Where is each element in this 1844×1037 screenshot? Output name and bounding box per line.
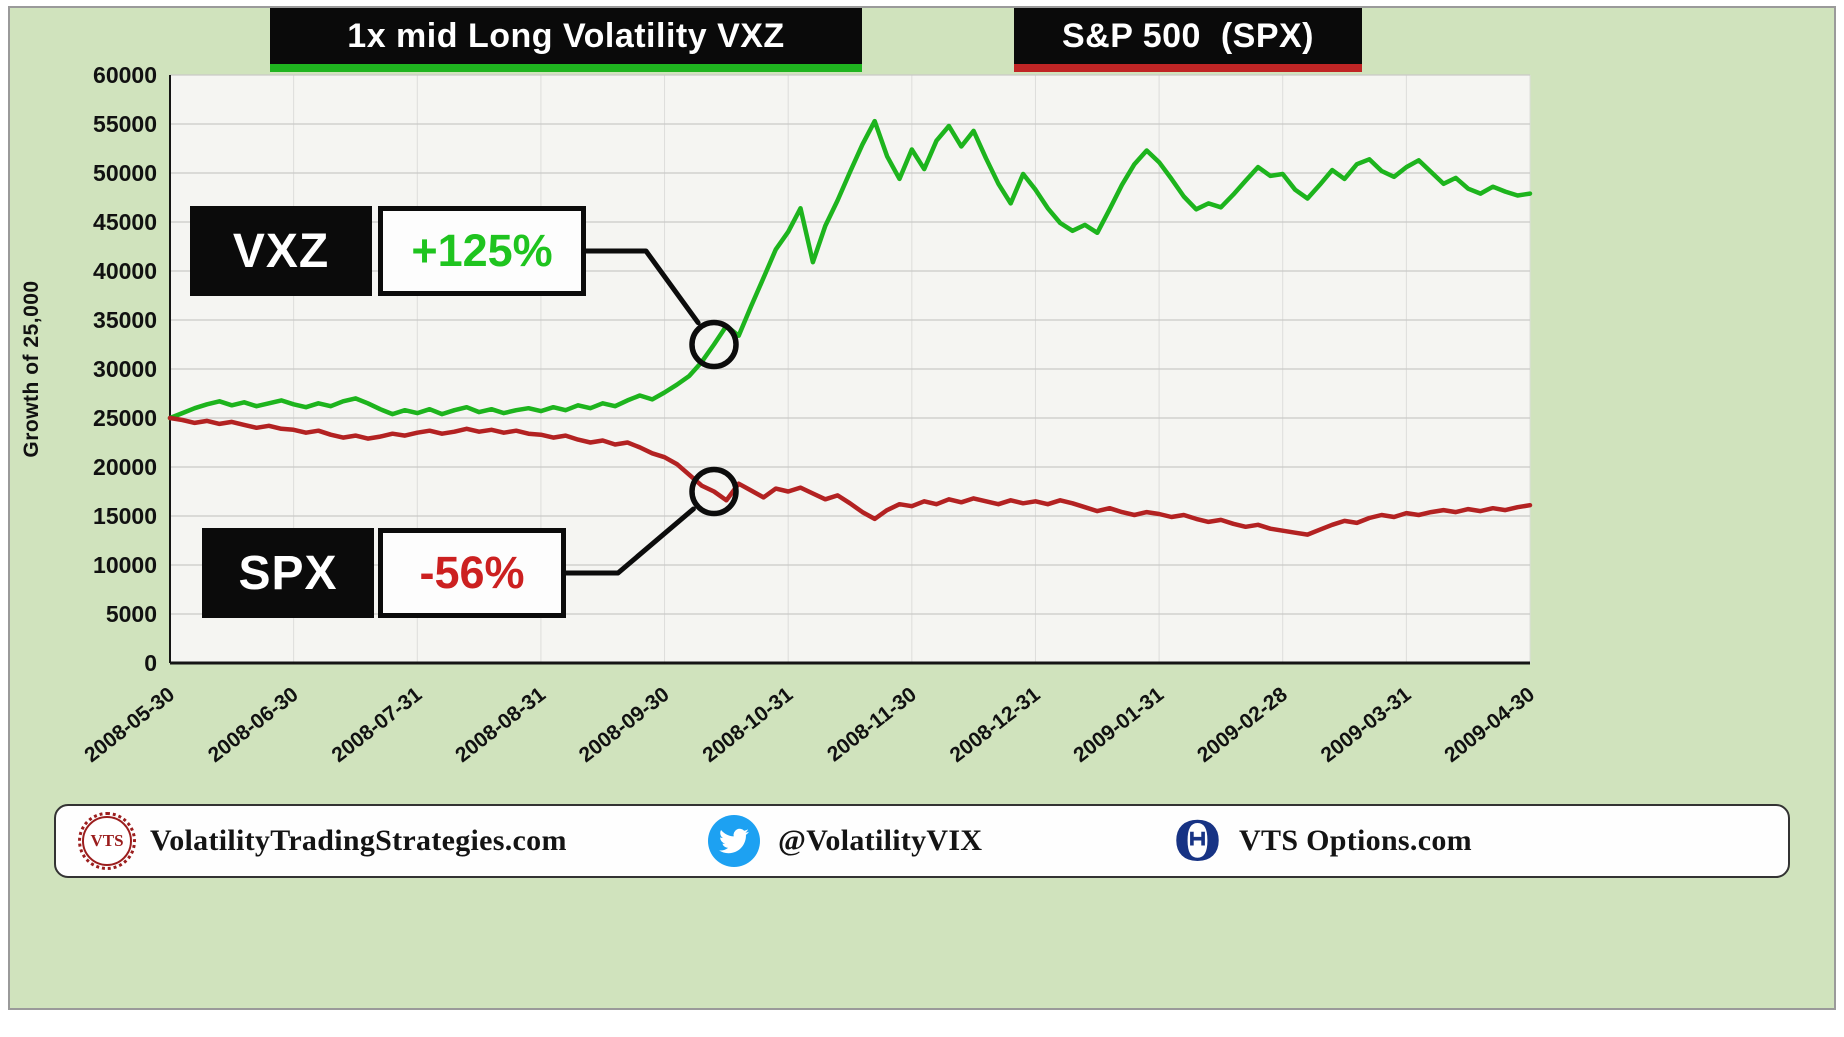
x-tick-label: 2008-11-30 [823, 683, 921, 767]
spx-line [167, 415, 1533, 537]
x-tick-label: 2008-08-31 [451, 683, 550, 767]
y-tick-label: 25000 [93, 405, 157, 431]
x-tick-label: 2008-09-30 [575, 683, 674, 767]
vxz-chart-title: 1x mid Long Volatility VXZ [270, 8, 862, 72]
vts-logo-icon: VTS [78, 812, 136, 870]
footer-website-label: VolatilityTradingStrategies.com [150, 824, 567, 857]
spx-callout-connector [563, 506, 696, 576]
spx-callout-value: -56% [378, 528, 566, 618]
x-tick-label: 2008-07-31 [328, 683, 427, 767]
spx-callout-label: SPX [202, 528, 374, 618]
x-tick-label: 2008-12-31 [946, 683, 1045, 767]
footer-brand-twitter: @VolatilityVIX [708, 806, 982, 876]
y-tick-label: 5000 [106, 601, 157, 627]
y-tick-label: 10000 [93, 552, 157, 578]
spx-chart-title: S&P 500 (SPX) [1014, 8, 1362, 72]
twitter-bird-icon [708, 815, 760, 867]
x-tick-label: 2009-01-31 [1069, 683, 1168, 767]
y-tick-label: 50000 [93, 160, 157, 186]
y-tick-label: 15000 [93, 503, 157, 529]
y-tick-label: 35000 [93, 307, 157, 333]
vxz-callout-connector [583, 248, 701, 326]
y-tick-label: 0 [144, 650, 157, 676]
vxz-marker-circle [689, 319, 739, 370]
x-tick-label: 2008-06-30 [204, 683, 303, 767]
x-tick-label: 2009-02-28 [1193, 683, 1292, 767]
x-tick-label: 2009-03-31 [1317, 683, 1416, 767]
x-tick-label: 2008-05-30 [80, 683, 179, 767]
footer-options-label: VTS Options.com [1239, 824, 1472, 857]
footer-brand-vts: VTS VolatilityTradingStrategies.com [78, 806, 567, 876]
y-tick-label: 45000 [93, 209, 157, 235]
spx-marker-circle [689, 466, 739, 517]
y-tick-label: 30000 [93, 356, 157, 382]
y-tick-label: 60000 [93, 62, 157, 88]
y-tick-label: 55000 [93, 111, 157, 137]
x-tick-label: 2008-10-31 [698, 683, 797, 767]
vxz-callout-value: +125% [378, 206, 586, 296]
x-tick-label: 2009-04-30 [1440, 683, 1539, 767]
y-tick-label: 40000 [93, 258, 157, 284]
y-axis-title: Growth of 25,000 [20, 280, 43, 457]
y-tick-label: 20000 [93, 454, 157, 480]
branding-footer: VTS VolatilityTradingStrategies.com @Vol… [54, 804, 1790, 878]
theta-icon: Θ [1174, 809, 1222, 873]
footer-brand-options: Θ VTS Options.com [1174, 806, 1472, 876]
vxz-line [167, 118, 1533, 421]
footer-twitter-handle: @VolatilityVIX [778, 824, 983, 857]
vxz-callout-label: VXZ [190, 206, 372, 296]
